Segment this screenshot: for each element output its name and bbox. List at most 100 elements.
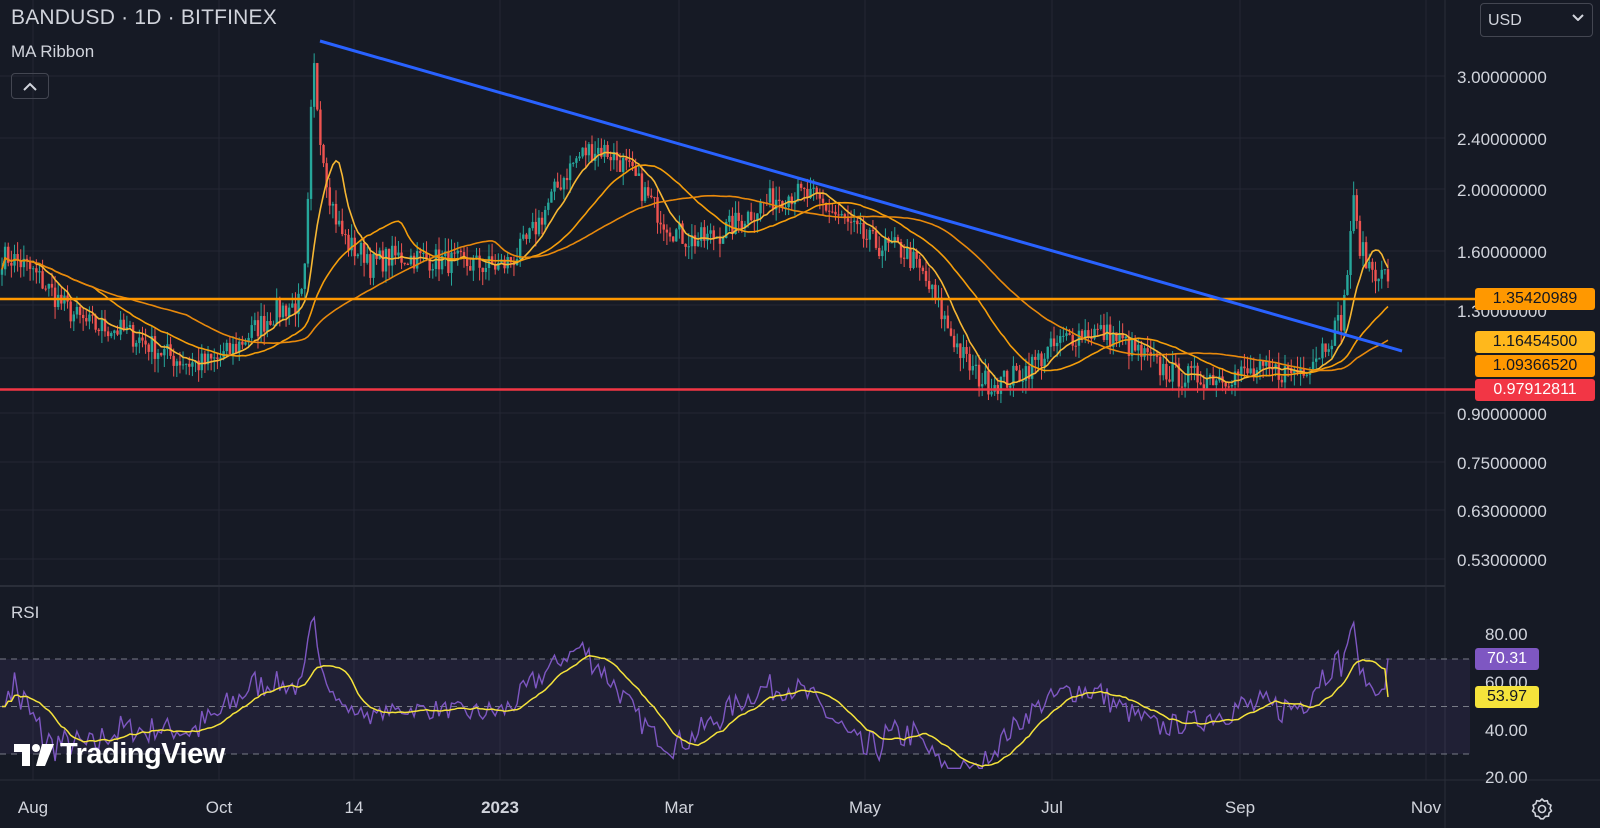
candle-body [559,187,562,190]
candle-body [1224,382,1227,387]
candle-body [128,324,132,328]
candle-body [590,144,594,161]
candle-body [931,284,934,290]
candle-body [1096,328,1099,330]
candle-body [459,250,463,253]
candle-body [50,283,54,288]
candle-body [1009,385,1012,388]
currency-select[interactable]: USD [1480,3,1593,37]
candle-body [550,191,553,203]
candle-body [181,364,185,366]
candle-body [38,271,41,273]
candle-body [946,315,950,329]
candle-body [422,253,425,255]
candle-body [1108,324,1112,347]
candle-body [78,306,82,315]
candle-body [537,217,541,235]
candle-body [1339,314,1343,331]
candle-body [696,240,700,247]
candle-body [615,151,619,161]
candle-body [665,229,669,233]
candle-body [909,247,912,268]
candle-body [662,224,665,230]
candle-body [191,362,194,367]
candle-body [1046,346,1049,359]
candle-body [291,303,294,308]
candle-body [1240,366,1243,376]
candle-body [678,223,681,230]
ma-ribbon-label[interactable]: MA Ribbon [11,42,95,61]
candle-body [256,320,260,337]
candle-body [525,234,528,239]
settings-button[interactable] [1530,797,1554,826]
candle-body [1040,353,1043,367]
candle-body [1133,337,1137,351]
candle-body [440,256,444,270]
candle-body [640,173,644,201]
candle-body [1065,333,1068,336]
candle-body [122,319,125,331]
candle-body [759,202,762,214]
candle-body [53,287,57,307]
candle-body [1190,366,1193,368]
price-tick: 0.53000000 [1457,551,1547,570]
candle-body [1205,377,1209,389]
candle-body [968,353,971,371]
candle-body [809,188,812,199]
candle-body [1346,275,1349,296]
candle-body [1215,380,1218,386]
candle-body [1371,261,1374,270]
candle-body [556,181,559,188]
candle-body [921,267,925,272]
candle-body [1002,370,1006,377]
trend-line[interactable] [319,39,1403,353]
candle-body [1386,269,1390,282]
brand-name: TradingView [60,738,225,770]
candle-body [119,319,122,335]
candle-body [881,250,884,257]
ma-line [1,164,1389,378]
candle-body [681,223,684,244]
candle-body [643,187,647,201]
rsi-value-label: 70.31 [1475,648,1539,670]
candle-body [1084,330,1087,340]
candle-body [1324,343,1327,352]
candle-body [1199,382,1202,385]
rsi-tick: 40.00 [1485,721,1528,740]
rsi-label[interactable]: RSI [11,603,40,622]
candle-body [690,235,694,247]
candle-body [284,305,288,317]
candle-body [1374,269,1377,282]
collapse-button[interactable] [11,73,49,99]
candle-body [56,294,60,307]
candle-body [1030,356,1034,379]
candle-body [1005,370,1009,388]
candle-body [312,63,316,107]
candle-body [1343,295,1346,331]
candle-body [609,157,612,161]
candle-body [1230,384,1234,387]
price-tick: 3.00000000 [1457,68,1547,87]
candle-body [731,215,734,235]
candle-body [341,220,344,235]
candle-body [528,228,531,239]
candle-body [387,248,391,266]
price-tick: 0.63000000 [1457,502,1547,521]
candle-body [381,250,385,272]
candle-body [849,221,853,223]
candle-body [1118,333,1121,341]
candle-body [1193,365,1196,368]
candle-body [1349,231,1352,276]
candle-body [409,255,413,265]
candle-body [509,257,513,263]
candle-body [475,255,478,260]
symbol-title[interactable]: BANDUSD · 1D · BITFINEX [11,6,277,29]
candle-body [1202,384,1206,389]
candle-body [1074,345,1078,347]
candle-body [1383,269,1387,271]
rsi-ma-value-label: 53.97 [1475,686,1539,708]
candle-body [749,211,753,221]
candle-body [350,237,353,251]
tradingview-logo[interactable]: TradingView [14,738,225,771]
